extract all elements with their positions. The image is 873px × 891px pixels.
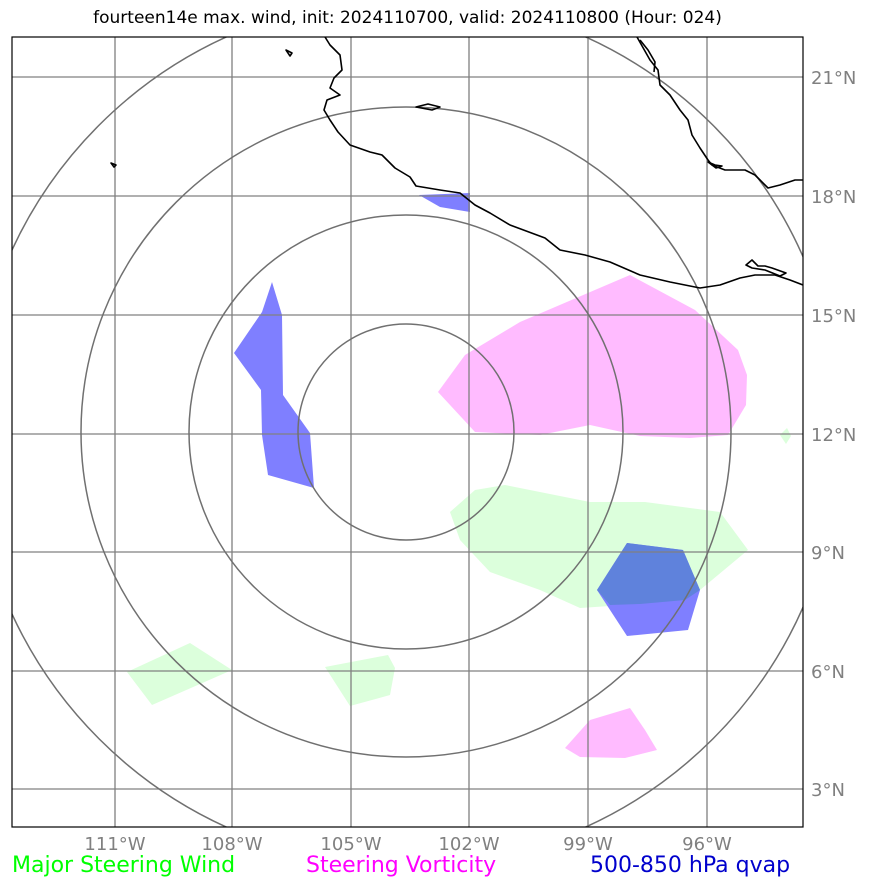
lon-tick-label: 105°W — [320, 834, 381, 855]
legend-steering-vorticity: Steering Vorticity — [306, 853, 497, 878]
lon-tick-label: 108°W — [201, 834, 262, 855]
vorticity-area-south — [565, 708, 657, 758]
qvap-areas — [234, 193, 700, 636]
lat-tick-label: 3°N — [811, 780, 845, 801]
lat-tick-label: 9°N — [811, 543, 845, 564]
lat-tick-labels: 21°N 18°N 15°N 12°N 9°N 6°N 3°N — [811, 68, 856, 801]
range-rings — [12, 37, 803, 827]
steering-wind-area-far-east — [780, 428, 791, 444]
lat-tick-label: 21°N — [811, 68, 856, 89]
lat-tick-label: 15°N — [811, 306, 856, 327]
qvap-area-west — [234, 282, 314, 488]
map-title: fourteen14e max. wind, init: 2024110700,… — [93, 8, 722, 28]
lon-tick-label: 96°W — [682, 834, 732, 855]
lon-tick-label: 102°W — [438, 834, 499, 855]
qvap-area-coast — [419, 193, 470, 212]
qvap-overlap-area — [597, 543, 700, 605]
steering-wind-areas — [127, 428, 791, 706]
lat-tick-label: 6°N — [811, 662, 845, 683]
vorticity-area-main — [438, 275, 747, 438]
lat-tick-label: 18°N — [811, 187, 856, 208]
steering-wind-area-sw — [127, 643, 232, 705]
legend-qvap: 500-850 hPa qvap — [590, 853, 791, 878]
lat-tick-label: 12°N — [811, 425, 856, 446]
lon-tick-label: 99°W — [563, 834, 613, 855]
lon-tick-labels: 111°W 108°W 105°W 102°W 99°W 96°W — [84, 834, 732, 855]
coastline — [110, 37, 803, 289]
plot-frame — [11, 36, 804, 828]
legend-major-steering-wind: Major Steering Wind — [12, 853, 236, 878]
lon-tick-label: 111°W — [84, 834, 145, 855]
steering-wind-area-south — [325, 655, 395, 706]
graticule — [12, 37, 803, 827]
